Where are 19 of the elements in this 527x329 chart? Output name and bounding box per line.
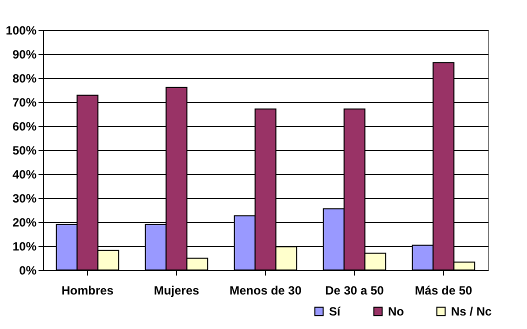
legend-label: Ns / Nc <box>451 304 492 318</box>
x-tick-label: Mujeres <box>154 284 200 298</box>
y-tick-label: 40% <box>12 168 37 182</box>
x-tick-label: Hombres <box>61 284 114 298</box>
y-tick-label: 0% <box>19 264 37 278</box>
y-tick-label: 30% <box>12 192 37 206</box>
y-tick-label: 10% <box>12 240 37 254</box>
y-tick-label: 60% <box>12 120 37 134</box>
y-tick-label: 50% <box>12 144 37 158</box>
y-tick-label: 20% <box>12 216 37 230</box>
y-tick-label: 80% <box>12 72 37 86</box>
x-tick-label: Más de 50 <box>414 284 472 298</box>
y-tick-label: 100% <box>6 24 37 38</box>
legend-label: Sí <box>329 304 342 318</box>
y-tick-label: 90% <box>12 48 37 62</box>
x-tick-label: De 30 a 50 <box>325 284 384 298</box>
x-tick-label: Menos de 30 <box>229 284 302 298</box>
legend-label: No <box>388 304 404 318</box>
y-tick-label: 70% <box>12 96 37 110</box>
